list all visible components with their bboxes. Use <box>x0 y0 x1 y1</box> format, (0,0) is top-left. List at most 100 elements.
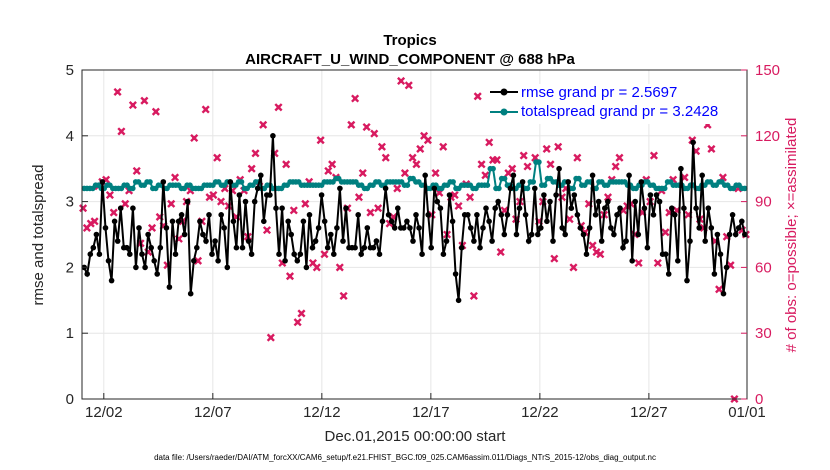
rmse-point <box>583 251 590 257</box>
rmse-point <box>224 264 231 271</box>
rmse-point <box>203 238 209 244</box>
obs-marker-core <box>249 166 254 171</box>
obs-marker-core <box>544 146 549 151</box>
obs-marker-core <box>211 193 216 198</box>
rmse-point <box>93 231 100 238</box>
totalspread-point <box>490 165 496 172</box>
rmse-point <box>477 244 483 251</box>
data-file-footnote: data file: /Users/raeder/DAI/ATM_forcXX/… <box>154 453 656 462</box>
obs-marker-core <box>253 151 258 156</box>
obs-marker-core <box>598 252 603 257</box>
rmse-point <box>261 218 267 225</box>
obs-assimilated-marker <box>523 162 532 171</box>
obs-assimilated-marker <box>335 263 344 272</box>
rmse-point <box>385 212 392 218</box>
obs-assimilated-marker <box>715 285 724 294</box>
rmse-point <box>486 218 492 225</box>
obs-marker-core <box>261 122 266 127</box>
obs-assimilated-marker <box>79 204 88 213</box>
rmse-point <box>675 258 681 264</box>
rmse-point <box>580 231 587 238</box>
obs-assimilated-marker <box>216 197 226 206</box>
obs-assimilated-marker <box>109 208 118 217</box>
rmse-point <box>662 251 669 257</box>
rmse-point <box>233 244 240 251</box>
rmse-point <box>611 231 617 238</box>
rmse-point <box>568 205 575 211</box>
rmse-point <box>416 225 422 231</box>
obs-assimilated-marker <box>358 169 367 178</box>
obs-marker-core <box>651 153 656 158</box>
obs-marker-core <box>280 261 285 266</box>
rmse-point <box>309 244 316 251</box>
rmse-point <box>178 212 185 218</box>
obs-assimilated-marker <box>293 318 302 327</box>
obs-marker-core <box>353 96 358 101</box>
rmse-point <box>440 251 447 257</box>
obs-assimilated-marker <box>569 263 578 272</box>
rmse-point <box>455 297 462 304</box>
rmse-point <box>623 238 629 244</box>
obs-assimilated-marker <box>393 184 402 193</box>
obs-assimilated-marker <box>201 105 210 114</box>
obs-marker-core <box>81 206 86 211</box>
rmse-point <box>532 185 538 192</box>
obs-assimilated-marker <box>132 166 141 175</box>
obs-assimilated-marker <box>289 206 298 215</box>
obs-assimilated-marker <box>251 149 260 158</box>
rmse-point <box>242 198 249 205</box>
obs-assimilated-marker <box>466 193 475 202</box>
obs-assimilated-marker <box>416 144 425 154</box>
rmse-point <box>355 212 362 218</box>
obs-assimilated-marker <box>190 133 199 143</box>
rmse-point <box>687 238 693 244</box>
rmse-point <box>650 212 657 218</box>
obs-assimilated-marker <box>377 142 386 151</box>
obs-assimilated-marker <box>481 171 490 180</box>
obs-assimilated-marker <box>167 199 176 208</box>
obs-marker-core <box>414 162 419 167</box>
rmse-point <box>306 212 313 218</box>
rmse-point <box>111 218 118 225</box>
obs-assimilated-marker <box>439 142 448 151</box>
rmse-point <box>124 244 130 251</box>
obs-marker-core <box>671 177 676 182</box>
rmse-point <box>443 238 450 244</box>
obs-marker-core <box>713 239 718 244</box>
obs-marker-core <box>613 164 618 169</box>
obs-assimilated-marker <box>316 136 325 145</box>
obs-assimilated-marker <box>412 160 421 169</box>
rmse-point <box>690 139 696 146</box>
rmse-point <box>465 212 471 218</box>
obs-assimilated-marker <box>301 199 310 208</box>
rmse-point <box>574 212 581 218</box>
obs-marker-core <box>192 135 197 140</box>
obs-marker-core <box>330 162 335 167</box>
y2-tick-label: 30 <box>755 325 772 342</box>
rmse-point <box>334 225 340 231</box>
rmse-point <box>163 225 170 231</box>
obs-marker-core <box>276 105 281 110</box>
rmse-point <box>629 258 635 264</box>
rmse-point <box>559 225 565 231</box>
rmse-point <box>117 205 124 211</box>
rmse-point <box>127 251 133 257</box>
obs-marker-core <box>575 155 580 160</box>
rmse-point <box>522 212 529 218</box>
rmse-point <box>492 205 499 211</box>
totalspread-point <box>130 185 136 192</box>
rmse-point <box>370 244 377 251</box>
obs-assimilated-marker <box>397 76 406 86</box>
obs-marker-core <box>740 228 745 233</box>
obs-assimilated-marker <box>339 291 348 300</box>
rmse-point <box>608 225 614 231</box>
obs-marker-core <box>173 175 178 180</box>
rmse-point <box>672 212 678 218</box>
rmse-point <box>184 198 191 205</box>
obs-marker-core <box>433 171 438 176</box>
totalspread-point <box>530 179 536 185</box>
obs-marker-core <box>402 171 407 176</box>
obs-marker-core <box>307 179 312 184</box>
obs-assimilated-marker <box>312 263 321 272</box>
obs-marker-core <box>682 175 687 180</box>
